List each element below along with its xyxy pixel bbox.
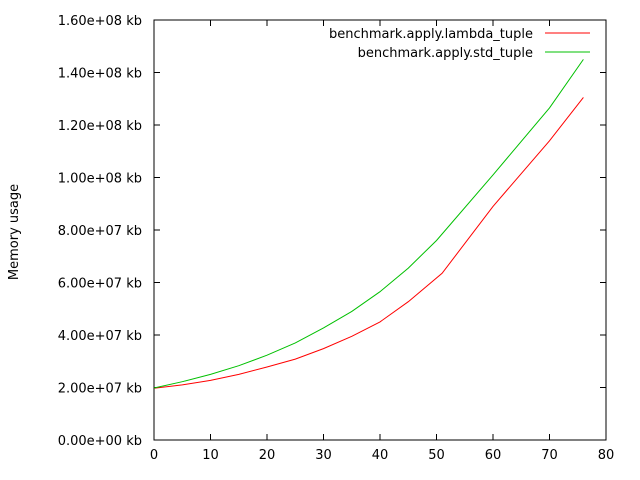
legend: benchmark.apply.lambda_tuple benchmark.ap… bbox=[329, 27, 590, 61]
axis-ticks bbox=[153, 19, 607, 441]
x-tick-label: 80 bbox=[598, 448, 615, 463]
y-tick-label: 1.40e+08 kb bbox=[58, 67, 142, 82]
x-tick-label: 0 bbox=[150, 448, 158, 463]
y-tick-label: 8.00e+07 kb bbox=[58, 224, 142, 239]
x-tick-label: 60 bbox=[485, 448, 502, 463]
x-tick-label: 50 bbox=[428, 448, 445, 463]
y-tick-label: 0.00e+00 kb bbox=[58, 434, 142, 449]
plot-frame bbox=[153, 19, 607, 441]
y-tick-label: 6.00e+07 kb bbox=[58, 277, 142, 292]
x-tick-label: 70 bbox=[541, 448, 558, 463]
y-tick-label: 1.00e+08 kb bbox=[58, 172, 142, 187]
x-tick-label: 30 bbox=[315, 448, 332, 463]
series-lines bbox=[153, 59, 584, 389]
y-axis-label: Memory usage bbox=[7, 184, 22, 280]
x-tick-label: 10 bbox=[202, 448, 219, 463]
series-line-1 bbox=[153, 97, 584, 389]
y-tick-label: 1.60e+08 kb bbox=[58, 14, 142, 29]
y-tick-label: 2.00e+07 kb bbox=[58, 382, 142, 397]
x-tick-label: 40 bbox=[372, 448, 389, 463]
y-tick-label: 1.20e+08 kb bbox=[58, 119, 142, 134]
y-tick-labels: 0.00e+00 kb 2.00e+07 kb 4.00e+07 kb 6.00e+0… bbox=[58, 14, 142, 449]
legend-label: benchmark.apply.std_tuple bbox=[358, 46, 533, 61]
series-line-2 bbox=[153, 59, 584, 389]
legend-label: benchmark.apply.lambda_tuple bbox=[329, 27, 533, 42]
y-tick-label: 4.00e+07 kb bbox=[58, 329, 142, 344]
x-tick-labels: 0 10 20 30 40 50 60 70 80 bbox=[150, 448, 614, 463]
x-tick-label: 20 bbox=[259, 448, 276, 463]
